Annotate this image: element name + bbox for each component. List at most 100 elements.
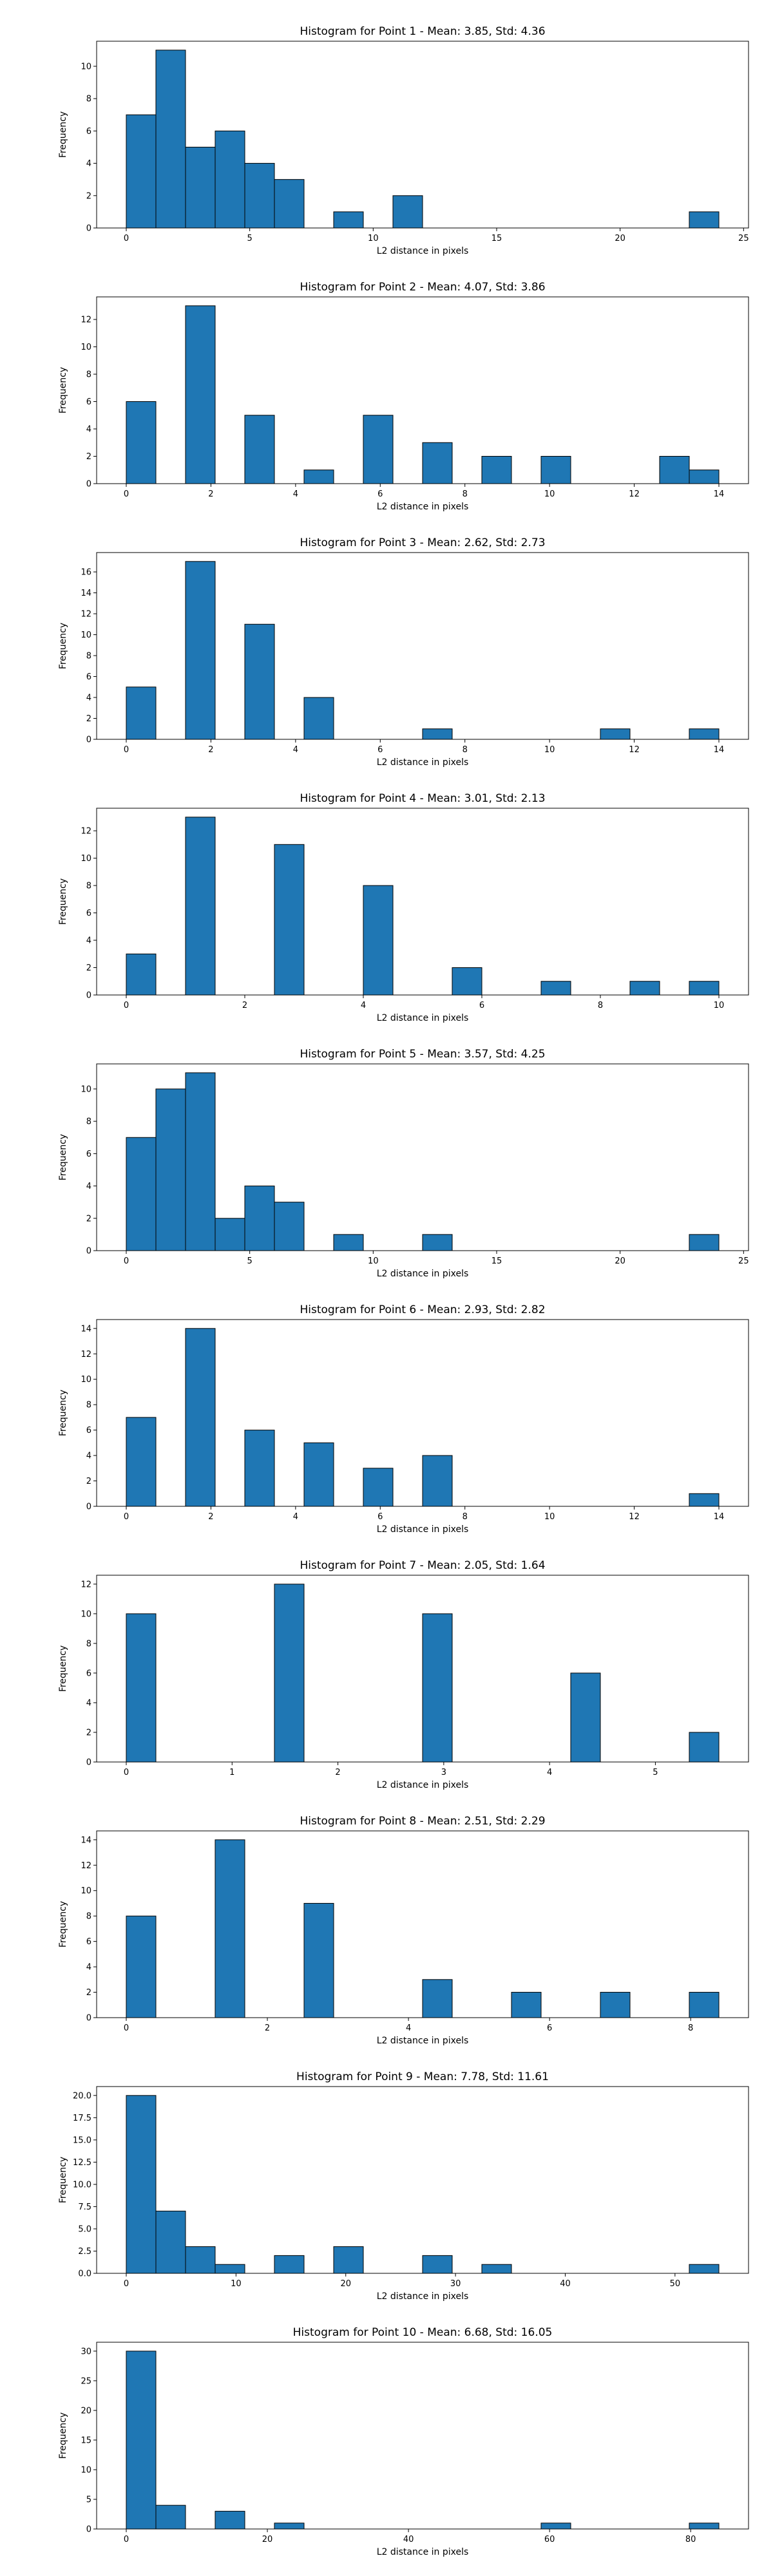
x-tick-label: 4 (293, 489, 298, 499)
y-tick-label: 4 (86, 1452, 91, 1461)
x-tick-label: 4 (547, 1768, 552, 1777)
histogram-bar (629, 981, 660, 996)
histogram-bar (244, 1430, 275, 1507)
histogram-bar (540, 981, 571, 996)
y-tick-label: 2.5 (78, 2247, 91, 2257)
x-tick-label: 12 (629, 745, 640, 755)
x-axis-label: L2 distance in pixels (377, 502, 469, 512)
x-axis-label: L2 distance in pixels (377, 1013, 469, 1023)
x-tick-label: 0 (124, 234, 129, 243)
x-tick-label: 5 (247, 234, 253, 243)
histogram-bar (511, 1992, 542, 2018)
y-tick-label: 8 (86, 882, 91, 891)
y-tick-label: 25 (81, 2376, 91, 2386)
y-tick-label: 16 (81, 568, 91, 578)
chart-title: Histogram for Point 8 - Mean: 2.51, Std:… (300, 1815, 545, 1828)
y-tick-label: 17.5 (73, 2114, 91, 2123)
histogram-bar (303, 1442, 334, 1507)
y-tick-label: 6 (86, 1426, 91, 1435)
histogram-bar (570, 1672, 601, 1763)
x-tick-label: 0 (124, 2279, 129, 2289)
histogram-bar (126, 114, 157, 229)
histogram-bar (303, 1902, 334, 2018)
histogram-panel-10: Histogram for Point 10 - Mean: 6.68, Std… (58, 2326, 749, 2557)
y-tick-label: 6 (86, 909, 91, 918)
chart-title: Histogram for Point 10 - Mean: 6.68, Std… (293, 2326, 553, 2339)
x-axis-label: L2 distance in pixels (377, 1780, 469, 1790)
y-tick-label: 10 (81, 854, 91, 864)
histogram-panel-4: Histogram for Point 4 - Mean: 3.01, Std:… (58, 792, 749, 1023)
x-tick-label: 6 (377, 489, 383, 499)
y-tick-label: 0.0 (78, 2269, 91, 2279)
plot-frame (96, 1830, 749, 2018)
y-tick-label: 6 (86, 1150, 91, 1159)
y-axis-label: Frequency (58, 2412, 68, 2459)
histogram-bar (422, 442, 453, 484)
x-tick-label: 10 (544, 745, 555, 755)
y-tick-label: 10 (81, 630, 91, 640)
x-tick-label: 2 (265, 2023, 270, 2033)
x-tick-label: 4 (361, 1001, 366, 1010)
y-tick-label: 4 (86, 1182, 91, 1191)
y-tick-label: 15 (81, 2436, 91, 2445)
x-tick-label: 14 (714, 1512, 725, 1522)
y-tick-label: 2 (86, 1988, 91, 1998)
y-tick-label: 10 (81, 2465, 91, 2475)
x-tick-label: 25 (738, 234, 749, 243)
y-tick-label: 14 (81, 1324, 91, 1334)
x-tick-label: 50 (670, 2279, 681, 2289)
histogram-bar (185, 1328, 216, 1507)
y-tick-label: 6 (86, 1669, 91, 1678)
y-tick-label: 2 (86, 1728, 91, 1738)
histogram-bar (363, 885, 394, 996)
x-tick-label: 4 (293, 745, 298, 755)
histogram-panel-8: Histogram for Point 8 - Mean: 2.51, Std:… (58, 1815, 749, 2046)
chart-title: Histogram for Point 4 - Mean: 3.01, Std:… (300, 792, 545, 805)
y-tick-label: 2 (86, 963, 91, 973)
y-tick-label: 12 (81, 610, 91, 620)
x-tick-label: 14 (714, 745, 725, 755)
histogram-bar (126, 1613, 157, 1763)
histogram-bar (185, 1072, 216, 1251)
x-tick-label: 8 (598, 1001, 603, 1010)
x-tick-label: 80 (685, 2535, 696, 2544)
plot-frame (96, 808, 749, 996)
chart-title: Histogram for Point 2 - Mean: 4.07, Std:… (300, 281, 545, 294)
histogram-bar (422, 1455, 453, 1507)
y-tick-label: 4 (86, 425, 91, 435)
histogram-panel-7: Histogram for Point 7 - Mean: 2.05, Std:… (58, 1559, 749, 1790)
x-tick-label: 8 (463, 1512, 468, 1522)
x-axis-label: L2 distance in pixels (377, 757, 469, 768)
x-tick-label: 0 (124, 489, 129, 499)
plot-frame (96, 2342, 749, 2530)
histogram-bar (244, 163, 275, 229)
y-tick-label: 15.0 (73, 2136, 91, 2145)
x-tick-label: 2 (242, 1001, 247, 1010)
y-tick-label: 2 (86, 1477, 91, 1486)
histogram-panel-6: Histogram for Point 6 - Mean: 2.93, Std:… (58, 1303, 749, 1535)
plot-frame (96, 2086, 749, 2274)
x-axis-label: L2 distance in pixels (377, 246, 469, 256)
histogram-bar (155, 1088, 186, 1251)
x-axis-label: L2 distance in pixels (377, 2036, 469, 2046)
histogram-bar (126, 687, 157, 740)
x-tick-label: 0 (124, 1768, 129, 1777)
histogram-panel-1: Histogram for Point 1 - Mean: 3.85, Std:… (58, 25, 749, 256)
y-tick-label: 0 (86, 991, 91, 1001)
y-tick-label: 2 (86, 452, 91, 462)
x-tick-label: 2 (208, 489, 213, 499)
chart-title: Histogram for Point 1 - Mean: 3.85, Std:… (300, 25, 545, 38)
x-tick-label: 40 (560, 2279, 571, 2289)
y-tick-label: 0 (86, 1758, 91, 1768)
histogram-bar (244, 623, 275, 740)
plot-frame (96, 296, 749, 484)
histogram-bar (392, 195, 423, 229)
histogram-bar (126, 1417, 157, 1507)
x-tick-label: 12 (629, 1512, 640, 1522)
x-tick-label: 60 (544, 2535, 555, 2544)
y-axis-label: Frequency (58, 111, 68, 158)
y-tick-label: 8 (86, 652, 91, 661)
histogram-bar (126, 1915, 157, 2018)
y-axis-label: Frequency (58, 1390, 68, 1436)
